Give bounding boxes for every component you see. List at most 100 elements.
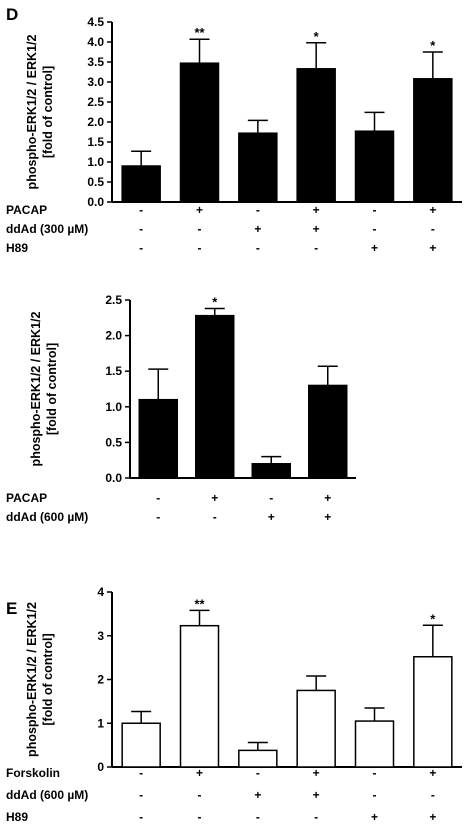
condition-mark: + <box>313 788 320 802</box>
condition-mark: - <box>373 788 377 802</box>
y-tick-label: 0.5 <box>87 175 104 189</box>
condition-mark: - <box>431 222 435 236</box>
condition-label: H89 <box>6 241 28 255</box>
condition-mark: - <box>156 510 160 524</box>
condition-mark: + <box>268 510 275 524</box>
bar <box>138 398 178 479</box>
y-axis-title-line1: phospho-ERK1/2 / ERK1/2 <box>25 602 39 757</box>
y-tick-label: 4 <box>97 585 104 599</box>
condition-mark: - <box>198 810 202 824</box>
significance-marker: * <box>430 38 436 53</box>
y-tick-label: 1.5 <box>105 364 122 378</box>
bar <box>179 62 220 203</box>
panel-label: E <box>6 599 17 618</box>
significance-marker: ** <box>194 25 205 40</box>
y-axis-title-line1: phospho-ERK1/2 / ERK1/2 <box>29 312 43 467</box>
y-tick-label: 0.0 <box>105 471 122 485</box>
condition-mark: - <box>139 203 143 217</box>
bar <box>413 656 453 768</box>
condition-mark: + <box>429 203 436 217</box>
significance-marker: * <box>212 295 218 310</box>
condition-mark: + <box>313 203 320 217</box>
bar <box>296 689 336 768</box>
y-axis-title-line2: [fold of control] <box>41 66 55 158</box>
y-tick-label: 3.0 <box>87 75 104 89</box>
y-tick-label: 2.0 <box>87 115 104 129</box>
condition-label: PACAP <box>6 203 47 217</box>
significance-marker: * <box>314 29 320 44</box>
y-axis-title-line1: phospho-ERK1/2 / ERK1/2 <box>25 35 39 190</box>
condition-mark: - <box>373 203 377 217</box>
condition-mark: - <box>198 788 202 802</box>
condition-mark: - <box>139 788 143 802</box>
condition-mark: - <box>256 241 260 255</box>
condition-mark: + <box>429 241 436 255</box>
condition-mark: - <box>431 788 435 802</box>
significance-marker: ** <box>194 596 205 611</box>
condition-mark: - <box>314 241 318 255</box>
bar <box>195 314 235 479</box>
panel-d2-chart: phospho-ERK1/2 / ERK1/2 [fold of control]… <box>6 293 356 524</box>
condition-mark: + <box>211 491 218 505</box>
y-tick-label: 4.0 <box>87 35 104 49</box>
condition-mark: - <box>198 241 202 255</box>
condition-label: H89 <box>6 810 28 824</box>
condition-mark: - <box>256 766 260 780</box>
y-tick-label: 0 <box>97 760 104 774</box>
condition-mark: + <box>324 510 331 524</box>
y-tick-label: 1.0 <box>87 155 104 169</box>
condition-mark: + <box>254 222 261 236</box>
condition-mark: - <box>213 510 217 524</box>
condition-mark: - <box>256 203 260 217</box>
y-tick-label: 2.5 <box>87 95 104 109</box>
bar <box>238 132 278 203</box>
condition-mark: - <box>198 222 202 236</box>
condition-label: ddAd (300 µM) <box>6 222 88 236</box>
y-tick-label: 3.5 <box>87 55 104 69</box>
condition-label: PACAP <box>6 491 47 505</box>
y-tick-label: 1.0 <box>105 400 122 414</box>
condition-mark: + <box>371 241 378 255</box>
y-tick-label: 2 <box>97 673 104 687</box>
condition-label: Forskolin <box>6 766 60 780</box>
condition-mark: + <box>254 788 261 802</box>
condition-mark: + <box>371 810 378 824</box>
condition-mark: - <box>314 810 318 824</box>
condition-mark: + <box>313 766 320 780</box>
condition-mark: + <box>429 766 436 780</box>
y-tick-label: 1.5 <box>87 135 104 149</box>
condition-mark: + <box>196 203 203 217</box>
bar <box>251 463 291 479</box>
bar <box>121 722 161 768</box>
y-tick-label: 3 <box>97 629 104 643</box>
condition-mark: - <box>139 766 143 780</box>
condition-mark: + <box>196 766 203 780</box>
y-tick-label: 1 <box>97 716 104 730</box>
bar <box>413 78 453 203</box>
y-tick-label: 0.5 <box>105 435 122 449</box>
significance-marker: * <box>430 611 436 626</box>
bar <box>238 749 278 768</box>
panel-label: D <box>6 5 18 24</box>
bar <box>308 384 348 479</box>
bar <box>121 165 161 203</box>
y-tick-label: 4.5 <box>87 15 104 29</box>
condition-mark: - <box>269 491 273 505</box>
condition-mark: - <box>373 222 377 236</box>
condition-label: ddAd (600 µM) <box>6 510 88 524</box>
condition-mark: + <box>324 491 331 505</box>
condition-mark: - <box>139 222 143 236</box>
bar <box>354 130 395 203</box>
bar <box>179 624 220 768</box>
condition-mark: - <box>156 491 160 505</box>
condition-mark: - <box>139 241 143 255</box>
y-axis-title-line2: [fold of control] <box>45 343 59 435</box>
y-axis-title-line2: [fold of control] <box>41 633 55 725</box>
condition-mark: - <box>139 810 143 824</box>
bar <box>296 68 336 203</box>
y-tick-label: 2.5 <box>105 293 122 307</box>
condition-mark: + <box>313 222 320 236</box>
